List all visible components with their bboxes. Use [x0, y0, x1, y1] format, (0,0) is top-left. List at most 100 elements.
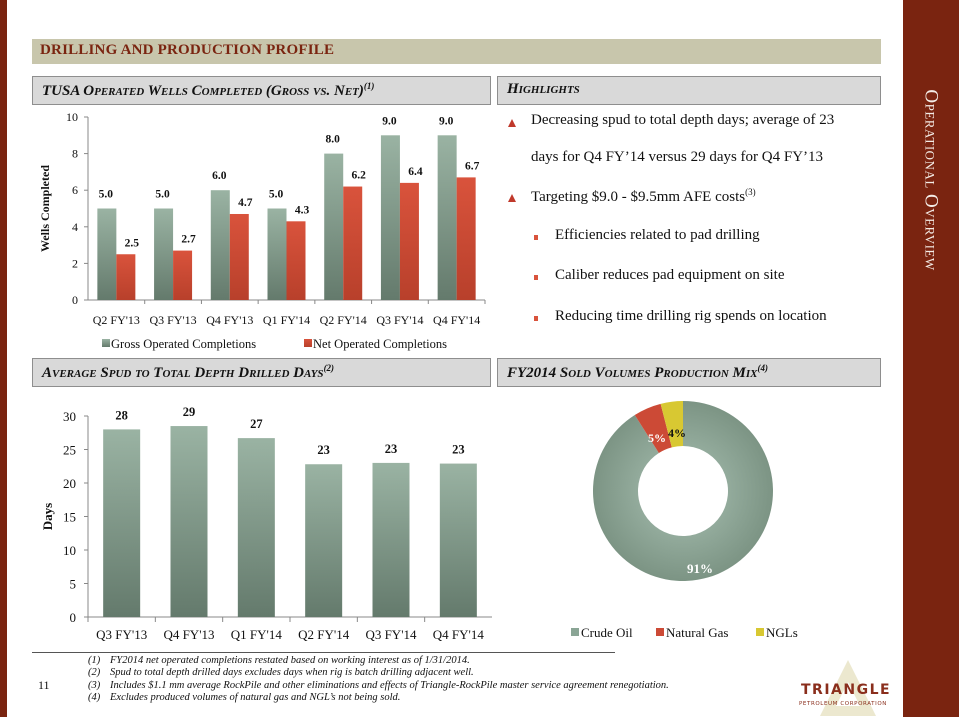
days-chart-header: Average Spud to Total Depth Drilled Days… [32, 358, 491, 387]
logo-name: TRIANGLE [801, 682, 892, 698]
highlight-text: Reducing time drilling rig spends on loc… [555, 308, 827, 324]
gross-data-label: 5.0 [269, 189, 284, 201]
spud-days-chart: 0 5 10 15 20 25 30 Days Q3 FY'13 Q4 FY'13 Q1 FY'14… [40, 405, 492, 642]
y-tick-label: 15 [63, 510, 76, 525]
days-data-label: 23 [452, 443, 465, 457]
footnote-number: (3) [88, 679, 101, 691]
left-accent-bar [0, 0, 7, 717]
net-data-label: 6.4 [408, 166, 423, 178]
legend-label: Net Operated Completions [313, 337, 447, 351]
highlights-header: Highlights [497, 76, 881, 105]
donut-data-label: 4% [668, 426, 686, 440]
logo-subtitle: PETROLEUM CORPORATION [799, 701, 887, 707]
donut-slice-ngls [660, 401, 683, 448]
footnote-text: Spud to total depth drilled days exclude… [110, 667, 474, 679]
y-tick-label: 20 [63, 476, 76, 491]
side-panel [903, 0, 959, 717]
days-data-label: 29 [183, 405, 196, 419]
legend-label: Crude Oil [581, 625, 633, 640]
net-bar [286, 221, 306, 300]
gross-bar [267, 208, 287, 300]
mix-chart-header: FY2014 Sold Volumes Production Mix(4) [497, 358, 881, 387]
production-mix-chart: 91% 5% 4% Crude Oil Natural Gas NGLs [571, 401, 798, 640]
square-bullet-icon [534, 235, 538, 240]
triangle-bullet-icon [508, 119, 516, 127]
days-data-label: 23 [385, 442, 398, 456]
square-bullet-icon [534, 316, 538, 321]
legend-swatch [102, 339, 110, 347]
days-bar [170, 426, 208, 617]
x-tick-label: Q4 FY'13 [163, 627, 214, 642]
net-bar [229, 213, 249, 300]
net-bar [343, 186, 363, 300]
footnote-ref: (3) [745, 187, 756, 197]
mix-chart-title: FY2014 Sold Volumes Production Mix [507, 365, 758, 381]
gross-data-label: 5.0 [99, 189, 114, 201]
footnote-number: (2) [88, 667, 101, 679]
legend-label: NGLs [766, 625, 798, 640]
highlights-title: Highlights [507, 81, 580, 97]
y-tick-label: 6 [72, 183, 78, 197]
donut-slice-crude-oil [593, 401, 773, 581]
footnote-ref: (4) [757, 363, 768, 373]
gross-bar [97, 208, 117, 300]
y-tick-label: 2 [72, 256, 78, 270]
days-bar [103, 429, 141, 617]
legend-label: Natural Gas [666, 625, 728, 640]
highlight-item: Caliber reduces pad equipment on site [555, 267, 785, 284]
highlight-text: days for Q4 FY’14 versus 29 days for Q4 … [531, 149, 824, 165]
days-bar [439, 463, 477, 617]
donut-slice-natural-gas [634, 403, 672, 454]
highlight-text: Targeting $9.0 - $9.5mm AFE costs [531, 189, 746, 205]
gross-data-label: 5.0 [155, 189, 170, 201]
footnote-number: (1) [88, 655, 101, 666]
y-tick-label: 4 [72, 220, 78, 234]
y-tick-label: 8 [72, 147, 78, 161]
y-tick-label: 0 [70, 610, 77, 625]
days-chart-title: Average Spud to Total Depth Drilled Days [42, 365, 324, 381]
footnote-text: Excludes produced volumes of natural gas… [110, 691, 401, 703]
legend-swatch [756, 628, 764, 636]
x-tick-label: Q3 FY'13 [96, 627, 147, 642]
footer-divider [32, 652, 615, 653]
gross-bar [380, 135, 400, 300]
net-data-label: 2.7 [181, 234, 196, 246]
x-tick-label: Q4 FY'14 [433, 313, 480, 327]
highlight-item: Efficiencies related to pad drilling [555, 227, 760, 244]
gross-data-label: 8.0 [326, 134, 341, 146]
footnote-number: (4) [88, 691, 101, 703]
highlight-text: Efficiencies related to pad drilling [555, 227, 760, 243]
wells-completed-chart: 0 2 4 6 8 10 Wells Completed Q2 FY'13 Q3 FY'13 Q4… [38, 110, 486, 351]
net-bar [173, 250, 193, 300]
y-tick-label: 5 [70, 577, 77, 592]
x-tick-label: Q3 FY'13 [149, 313, 196, 327]
footnote: (3) Includes $1.1 mm average RockPile and… [88, 680, 669, 692]
wells-chart-title: TUSA Operated Wells Completed (Gross vs.… [42, 83, 364, 99]
x-tick-label: Q2 FY'13 [93, 313, 140, 327]
highlight-item: Reducing time drilling rig spends on loc… [555, 308, 827, 325]
legend-label: Gross Operated Completions [111, 337, 256, 351]
days-data-label: 23 [317, 443, 330, 457]
triangle-bullet-icon [508, 194, 516, 202]
gross-bar [324, 153, 344, 300]
highlight-item: Targeting $9.0 - $9.5mm AFE costs(3) [531, 187, 756, 206]
days-data-label: 28 [115, 408, 128, 422]
footnote-text: Includes $1.1 mm average RockPile and ot… [110, 679, 669, 691]
x-tick-label: Q2 FY'14 [320, 313, 367, 327]
net-data-label: 6.2 [352, 170, 367, 182]
gross-bar [437, 135, 457, 300]
net-data-label: 4.3 [295, 204, 310, 216]
section-band [32, 39, 881, 64]
net-data-label: 6.7 [465, 160, 480, 172]
highlight-item: Decreasing spud to total depth days; ave… [531, 112, 834, 129]
y-axis-label: Days [40, 503, 55, 530]
gross-data-label: 9.0 [382, 115, 397, 127]
x-tick-label: Q3 FY'14 [365, 627, 417, 642]
x-tick-label: Q4 FY'14 [433, 627, 485, 642]
days-data-label: 27 [250, 417, 262, 431]
net-bar [116, 254, 136, 300]
wells-chart-header: TUSA Operated Wells Completed (Gross vs.… [32, 76, 491, 105]
footnotes: (1) FY2014 net operated completions resta… [88, 655, 669, 704]
highlight-item: days for Q4 FY’14 versus 29 days for Q4 … [531, 149, 823, 166]
gross-bar [210, 190, 230, 300]
